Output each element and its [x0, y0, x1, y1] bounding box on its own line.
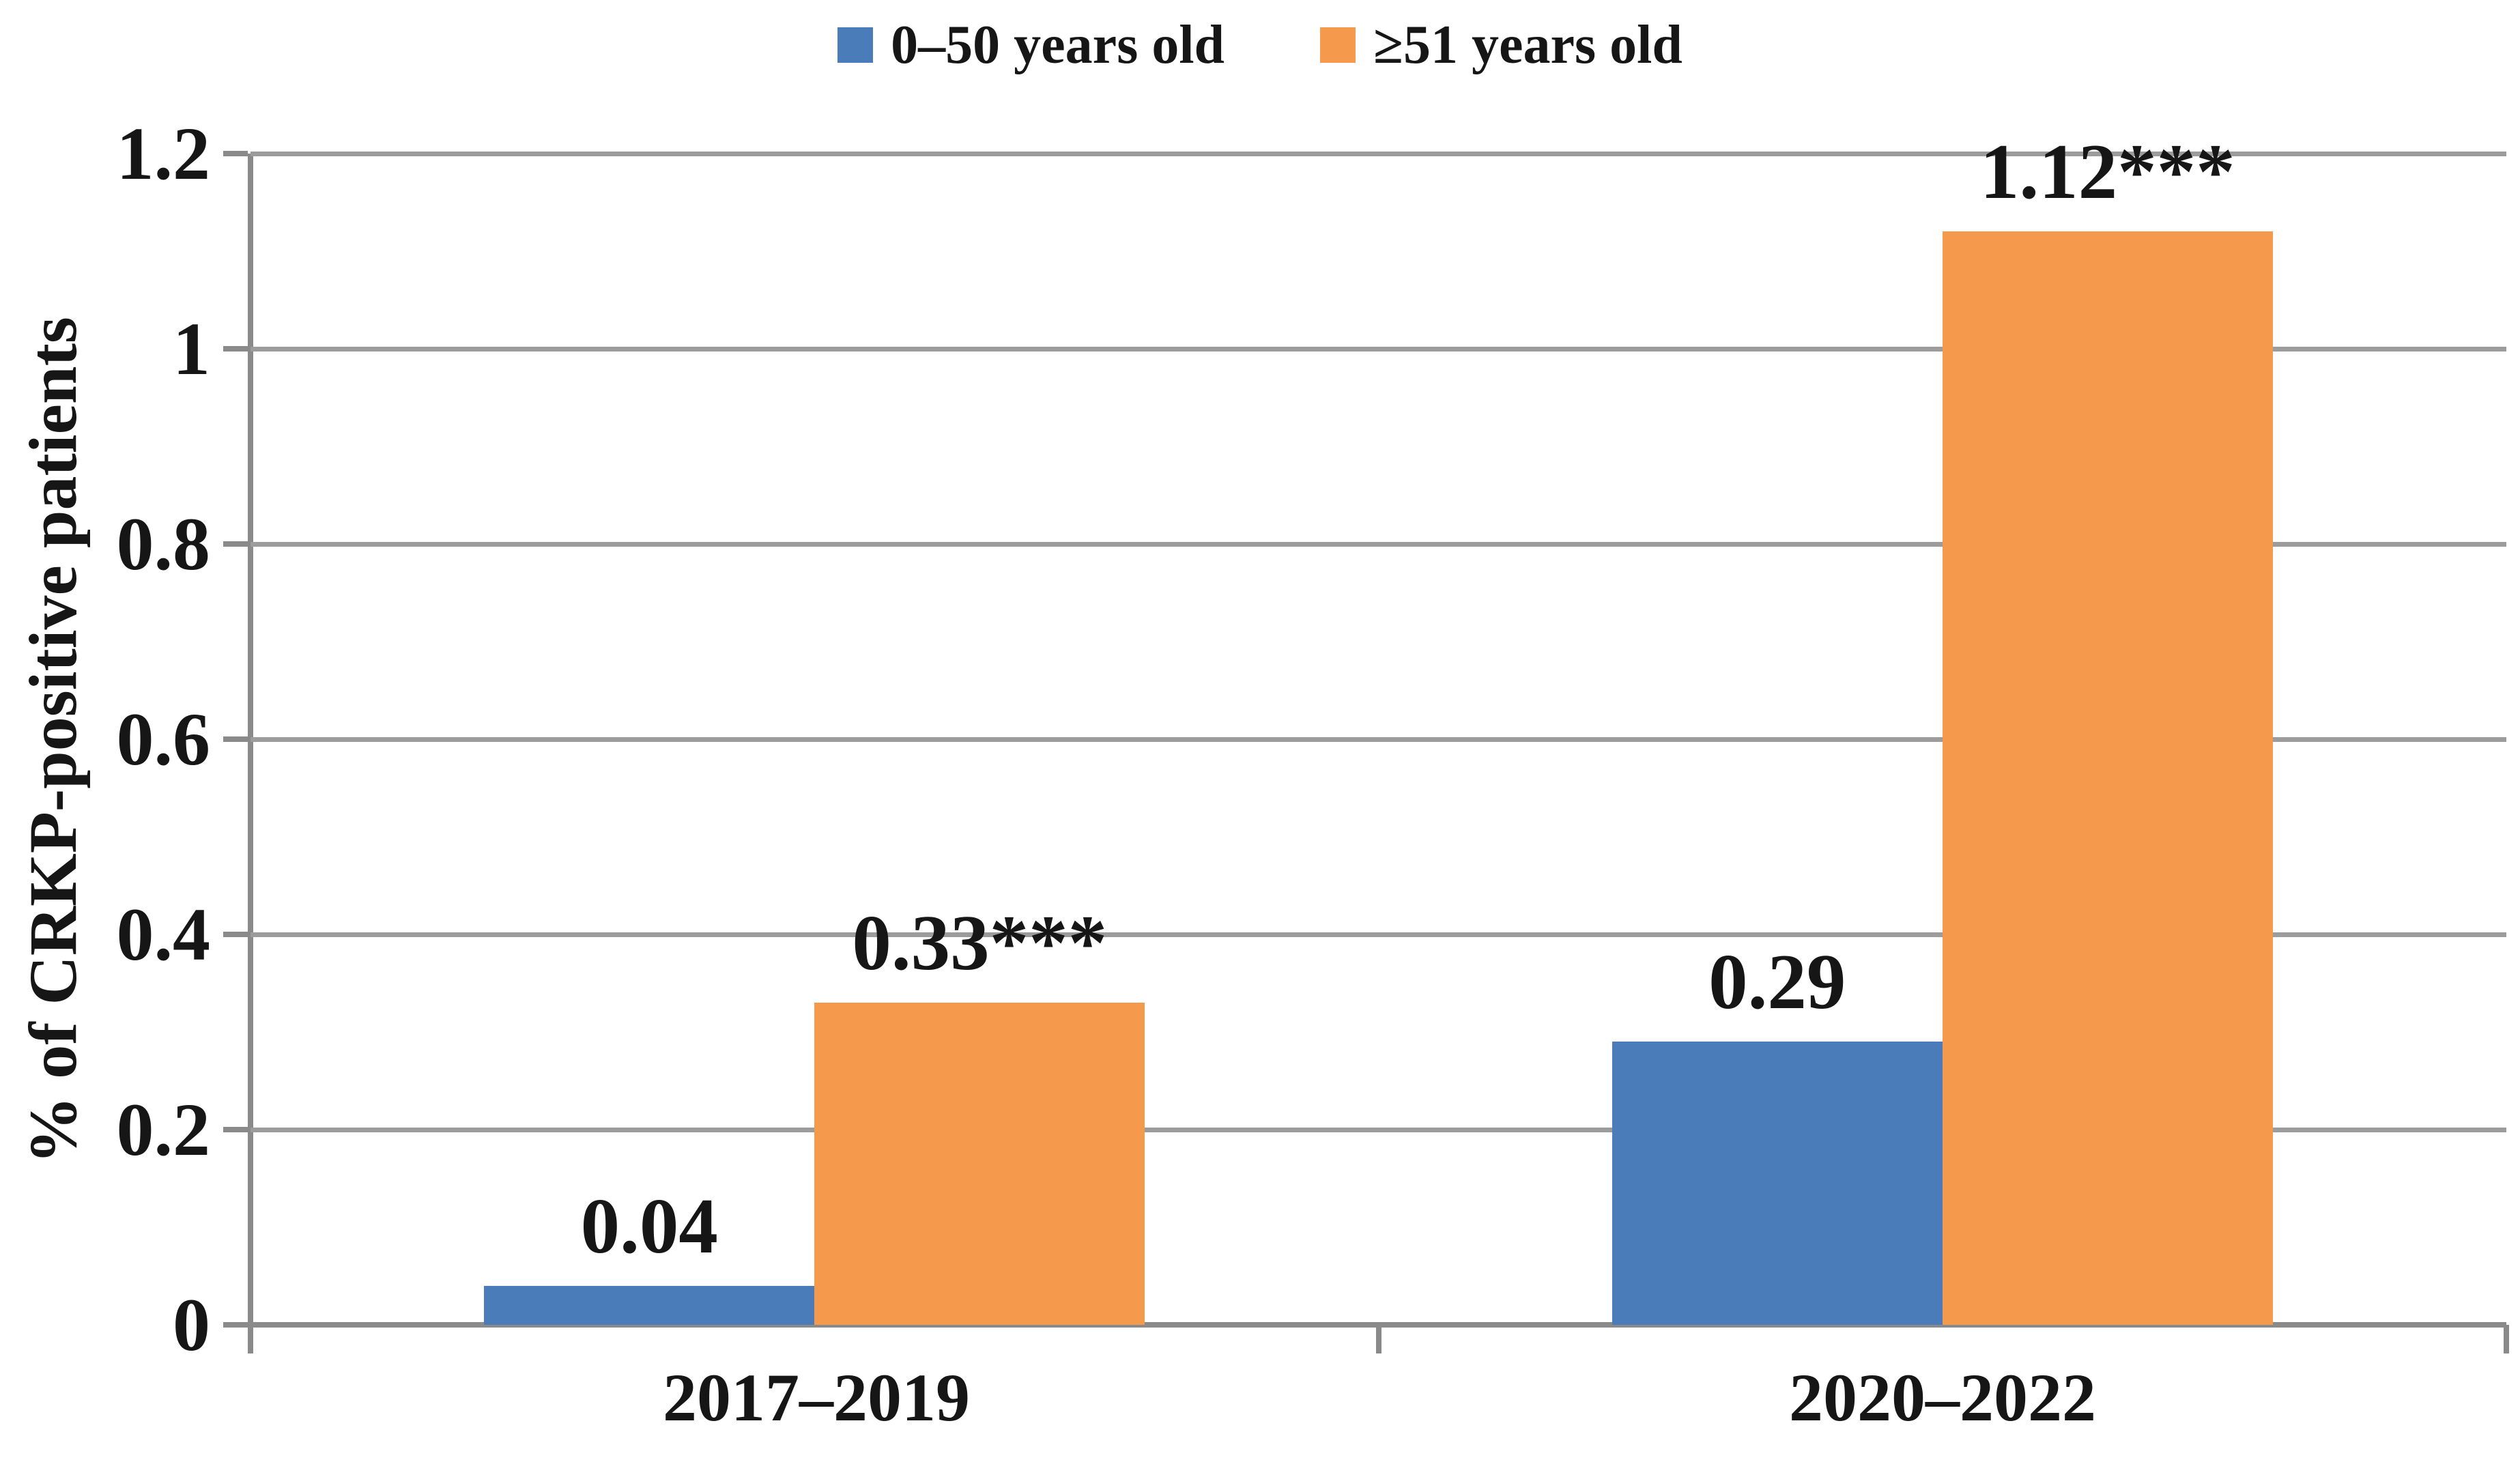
legend-item-51plus: ≥51 years old — [1320, 18, 1683, 72]
y-tick-mark-0 — [223, 1322, 248, 1328]
gridline-0.6 — [250, 736, 2506, 742]
plot-area — [223, 151, 2509, 1353]
y-tick-mark-0.8 — [223, 541, 248, 547]
data-label-0.04: 0.04 — [580, 1182, 718, 1270]
bar-blue-2020-2022 — [1612, 1042, 1943, 1325]
y-tick-mark-0.4 — [223, 932, 248, 937]
gridline-1 — [250, 346, 2506, 352]
y-tick-mark-1.2 — [223, 151, 248, 156]
x-tick-mark-0 — [248, 1325, 253, 1353]
x-tick-mark-1 — [1375, 1325, 1381, 1353]
x-tick-label-2020-2022: 2020–2022 — [1789, 1360, 2096, 1435]
legend-label: 0–50 years old — [891, 15, 1225, 75]
x-tick-mark-2 — [2504, 1325, 2509, 1353]
legend-item-0-50: 0–50 years old — [837, 18, 1225, 72]
bar-orange-2020-2022 — [1942, 231, 2273, 1325]
y-tick-label-1: 1 — [173, 307, 210, 390]
legend: 0–50 years old ≥51 years old — [0, 18, 2520, 72]
y-tick-label-0.8: 0.8 — [116, 502, 211, 586]
bar-orange-2017-2019 — [814, 1003, 1145, 1325]
gridline-1.2 — [250, 151, 2506, 156]
y-tick-label-0.2: 0.2 — [116, 1088, 211, 1171]
y-tick-label-0: 0 — [173, 1283, 210, 1366]
y-tick-label-0.4: 0.4 — [116, 893, 211, 976]
data-label-0.33starstarstar: 0.33*** — [852, 900, 1108, 987]
gridline-0.4 — [250, 932, 2506, 937]
y-tick-mark-1 — [223, 346, 248, 352]
x-tick-label-2017-2019: 2017–2019 — [663, 1360, 970, 1435]
legend-label: ≥51 years old — [1373, 15, 1683, 75]
legend-swatch-blue — [837, 27, 874, 63]
y-tick-mark-0.6 — [223, 736, 248, 742]
data-label-0.29: 0.29 — [1708, 938, 1846, 1026]
y-tick-label-1.2: 1.2 — [116, 112, 211, 195]
y-tick-mark-0.2 — [223, 1127, 248, 1132]
data-label-1.12starstarstar: 1.12*** — [1979, 128, 2235, 216]
gridline-0.2 — [250, 1127, 2506, 1132]
y-tick-label-0.6: 0.6 — [116, 698, 211, 781]
gridline-0.8 — [250, 541, 2506, 547]
bar-blue-2017-2019 — [484, 1285, 815, 1325]
legend-swatch-orange — [1320, 27, 1356, 63]
